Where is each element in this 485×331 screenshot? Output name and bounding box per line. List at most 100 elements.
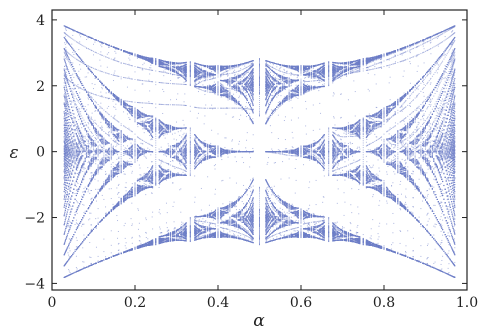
spectrum-point <box>259 80 260 81</box>
spectrum-point <box>190 135 191 136</box>
spectrum-point <box>328 153 329 154</box>
spectrum-point <box>328 223 329 224</box>
spectrum-point <box>259 106 260 107</box>
spectrum-point <box>190 65 191 66</box>
spectrum-point <box>259 220 260 221</box>
spectrum-point <box>259 82 260 83</box>
spectrum-point <box>190 171 191 172</box>
spectrum-point <box>259 198 260 199</box>
spectrum-point <box>259 62 260 63</box>
spectrum-point <box>363 163 364 164</box>
spectrum-point <box>155 238 156 239</box>
spectrum-point <box>259 191 260 192</box>
spectrum-point <box>259 85 260 86</box>
spectrum-point <box>190 142 191 143</box>
spectrum-point <box>155 136 156 137</box>
spectrum-point <box>363 152 364 153</box>
spectrum-point <box>190 75 191 76</box>
spectrum-point <box>190 159 191 160</box>
spectrum-point <box>155 167 156 168</box>
spectrum-point <box>155 133 156 134</box>
spectrum-point <box>155 173 156 174</box>
spectrum-point <box>328 168 329 169</box>
spectrum-point <box>328 134 329 135</box>
spectrum-point <box>328 79 329 80</box>
spectrum-point <box>259 90 260 91</box>
spectrum-point <box>259 92 260 93</box>
spectrum-point <box>259 71 260 72</box>
spectrum-point <box>190 168 191 169</box>
spectrum-point <box>190 79 191 80</box>
spectrum-point <box>190 165 191 166</box>
spectrum-point <box>328 133 329 134</box>
spectrum-point <box>328 130 329 131</box>
spectrum-point <box>328 231 329 232</box>
spectrum-point <box>363 167 364 168</box>
spectrum-point <box>259 229 260 230</box>
spectrum-point <box>328 160 329 161</box>
spectrum-point <box>259 75 260 76</box>
spectrum-point <box>328 131 329 132</box>
spectrum-point <box>328 61 329 62</box>
spectrum-point <box>328 227 329 228</box>
spectrum-point <box>259 216 260 217</box>
spectrum-point <box>328 161 329 162</box>
spectrum-point <box>155 179 156 180</box>
spectrum-point <box>328 80 329 81</box>
spectrum-point <box>190 161 191 162</box>
spectrum-point <box>259 222 260 223</box>
spectrum-point <box>155 125 156 126</box>
spectrum-point <box>328 84 329 85</box>
spectrum-point <box>259 104 260 105</box>
spectrum-point <box>328 81 329 82</box>
spectrum-point <box>259 109 260 110</box>
spectrum-point <box>259 64 260 65</box>
spectrum-point <box>155 142 156 143</box>
spectrum-point <box>363 149 364 150</box>
spectrum-point <box>328 145 329 146</box>
spectrum-point <box>259 72 260 73</box>
spectrum-point <box>259 210 260 211</box>
spectrum-point <box>259 96 260 97</box>
spectrum-point <box>328 77 329 78</box>
spectrum-point <box>259 115 260 116</box>
spectrum-point <box>328 76 329 77</box>
spectrum-point <box>259 112 260 113</box>
spectrum-point <box>190 111 191 112</box>
spectrum-point <box>155 181 156 182</box>
spectrum-point <box>155 104 156 105</box>
spectrum-point <box>155 127 156 128</box>
spectrum-point <box>328 158 329 159</box>
spectrum-point <box>259 114 260 115</box>
spectrum-point <box>259 212 260 213</box>
spectrum-point <box>190 78 191 79</box>
spectrum-point <box>190 82 191 83</box>
spectrum-point <box>155 169 156 170</box>
spectrum-point <box>155 138 156 139</box>
spectrum-point <box>155 154 156 155</box>
spectrum-point <box>259 236 260 237</box>
spectrum-point <box>259 74 260 75</box>
spectrum-point <box>155 121 156 122</box>
spectrum-point <box>155 180 156 181</box>
spectrum-point <box>259 204 260 205</box>
spectrum-point <box>328 139 329 140</box>
spectrum-point <box>190 145 191 146</box>
spectrum-point <box>190 76 191 77</box>
spectrum-point <box>328 166 329 167</box>
spectrum-point <box>259 230 260 231</box>
spectrum-point <box>155 147 156 148</box>
spectrum-point <box>328 149 329 150</box>
spectrum-point <box>259 69 260 70</box>
spectrum-point <box>363 136 364 137</box>
spectrum-point <box>259 231 260 232</box>
spectrum-point <box>190 148 191 149</box>
spectrum-point <box>259 98 260 99</box>
spectrum-point <box>363 169 364 170</box>
spectrum-point <box>328 70 329 71</box>
spectrum-point <box>190 223 191 224</box>
spectrum-point <box>328 232 329 233</box>
spectrum-point <box>190 74 191 75</box>
spectrum-point <box>363 154 364 155</box>
spectrum-point <box>259 100 260 101</box>
